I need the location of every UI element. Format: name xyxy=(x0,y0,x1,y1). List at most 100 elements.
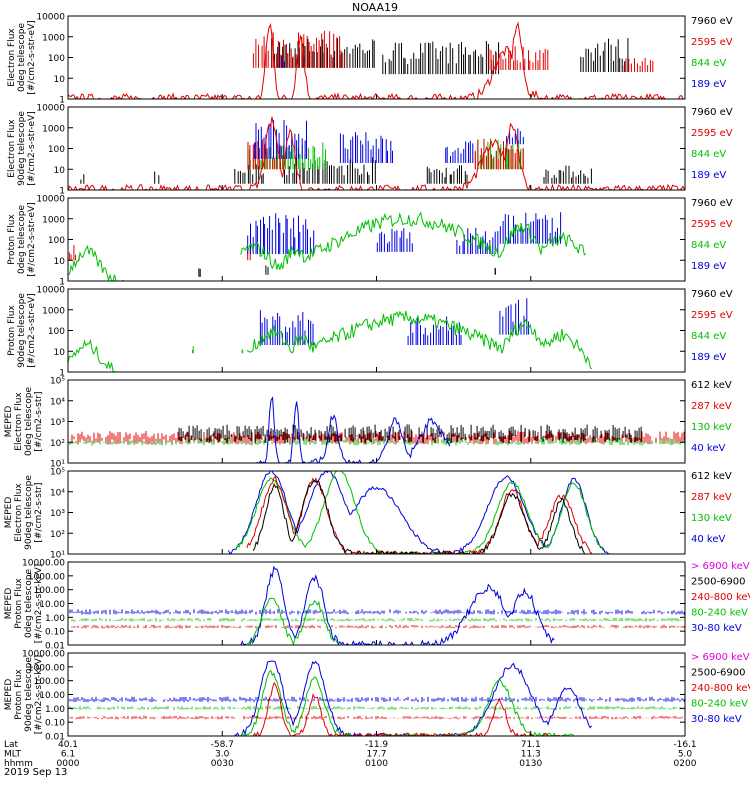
panel-1-ytick-label-2: 10 xyxy=(54,75,66,85)
panel-8-ytick-label-1: 0.01 xyxy=(45,733,65,743)
panel-3-ytick-label-5: 10000 xyxy=(36,195,65,205)
panel-7-series-5 xyxy=(246,597,339,645)
panel-5-ylabel-2: Electron Flux xyxy=(14,392,24,451)
panel-8-ytick-label-5: 100.00 xyxy=(34,677,66,687)
panel-3-series-1 xyxy=(198,265,496,277)
panel-7-ytick-label-4: 10.00 xyxy=(39,600,65,610)
panel-6-ylabel-2: Electron Flux xyxy=(14,483,24,542)
panel-7-ytick-label-7: 10000.00 xyxy=(22,559,65,569)
panel-6-ytick-label-4: 10⁴ xyxy=(50,488,65,498)
panel-1-ytick-label-4: 1000 xyxy=(42,33,65,43)
panel-8-series-6 xyxy=(252,681,561,736)
panel-5-ytick-label-2: 10² xyxy=(50,439,65,449)
panel-5-ylabel-1: MEPED xyxy=(4,406,14,438)
panel-5-legend-3: 130 keV xyxy=(691,422,732,433)
panel-1-legend-3: 844 eV xyxy=(691,58,726,69)
orbit-row-2-value-3: 17.7 xyxy=(366,750,386,760)
panel-3-ytick-label-2: 10 xyxy=(54,257,66,267)
panel-1-legend-1: 7960 eV xyxy=(691,16,733,27)
panel-3-legend-1: 7960 eV xyxy=(691,198,733,209)
panel-3-ytick-label-1: 1 xyxy=(59,278,65,288)
panel-8-legend-2: 2500-6900 xyxy=(691,668,746,679)
panel-3-legend-3: 844 eV xyxy=(691,240,726,251)
orbit-row-1-value-2: -58.7 xyxy=(211,740,234,750)
panel-7-legend-1: > 6900 keV xyxy=(691,561,750,572)
panel-7-ytick-label-3: 1.00 xyxy=(45,614,65,624)
panel-1-data xyxy=(68,21,685,99)
panel-1: 1 10 100 1000 10000 Electron Flux 0deg telesco… xyxy=(7,13,733,106)
panel-7-series-3 xyxy=(71,624,685,629)
panel-3-ylabel-1: Proton Flux xyxy=(7,214,17,265)
panel-6-ylabel-3: 90deg telescope xyxy=(24,475,34,550)
panel-7-ytick-label-1: 0.01 xyxy=(45,642,65,652)
orbit-row-1-value-3: -11.9 xyxy=(365,740,389,750)
panel-4-ytick-label-4: 1000 xyxy=(42,306,65,316)
panel-2-ytick-label-2: 10 xyxy=(54,166,66,176)
panel-1-ylabel-3: [#/cm2-s-str-eV] xyxy=(27,20,37,95)
panel-8-ylabel-2: Proton Flux xyxy=(14,669,24,720)
panel-1-ylabel-2: 0deg telescope xyxy=(17,23,27,93)
panel-7-legend-2: 2500-6900 xyxy=(691,577,746,588)
panel-8-series-1 xyxy=(68,696,685,703)
panel-5-frame xyxy=(67,379,686,464)
date-label: 2019 Sep 13 xyxy=(4,767,67,778)
panel-4-ytick-label-1: 1 xyxy=(59,369,65,379)
panel-6-series-3 xyxy=(246,475,593,554)
panel-8-series-4 xyxy=(234,660,592,736)
panel-8-legend-3: 240-800 keV xyxy=(691,683,750,694)
panel-8: 0.01 0.10 1.00 10.00 100.00 1000.00 10000.00 ME… xyxy=(4,650,750,743)
panel-8-series-5 xyxy=(240,669,574,736)
orbit-row-3-value-5: 0200 xyxy=(674,759,697,769)
panel-4-legend-3: 844 eV xyxy=(691,331,726,342)
panel-6-ylabel-4: [#/cm2-s-str] xyxy=(34,482,44,542)
panel-6-legend-2: 287 keV xyxy=(691,492,732,503)
panel-7-ytick-label-2: 0.10 xyxy=(45,628,65,638)
panel-3-legend-2: 2595 eV xyxy=(691,219,733,230)
panel-3-series-5 xyxy=(68,244,124,281)
panel-4-series-1 xyxy=(192,346,244,354)
panel-3-data xyxy=(68,211,587,281)
panel-4-ytick-label-5: 10000 xyxy=(36,286,65,296)
orbit-row-2-value-2: 3.0 xyxy=(215,750,230,760)
orbit-row-2-value-4: 11.3 xyxy=(521,750,541,760)
panel-3-legend-4: 189 eV xyxy=(691,261,726,272)
panel-2-legend-1: 7960 eV xyxy=(691,107,733,118)
panel-2-ytick-label-5: 10000 xyxy=(36,104,65,114)
panel-4-frame xyxy=(67,288,686,373)
panel-2-ytick-label-4: 1000 xyxy=(42,124,65,134)
panel-1-series-4 xyxy=(281,55,285,68)
panel-4: 1 10 100 1000 10000 Proton Flux 90deg telescop… xyxy=(7,286,733,379)
orbit-row-1-value-1: 40.1 xyxy=(58,740,78,750)
panel-8-legend-5: 30-80 keV xyxy=(691,714,742,725)
panel-5-ytick-label-1: 10¹ xyxy=(50,460,65,470)
panel-8-ytick-label-6: 1000.00 xyxy=(28,663,65,673)
panels-group: 1 10 100 1000 10000 Electron Flux 0deg telesco… xyxy=(4,13,750,743)
panel-8-ytick-label-4: 10.00 xyxy=(39,691,65,701)
panel-2-data xyxy=(68,116,685,190)
panel-7-series-4 xyxy=(240,565,555,645)
panel-3-ytick-label-3: 100 xyxy=(48,236,65,246)
panel-4-series-2 xyxy=(259,298,530,345)
panel-8-ylabel-3: 90deg telescope xyxy=(24,657,34,732)
panel-2-legend-2: 2595 eV xyxy=(691,128,733,139)
panel-4-ylabel-1: Proton Flux xyxy=(7,305,17,356)
panel-4-legend-4: 189 eV xyxy=(691,352,726,363)
panel-3-ylabel-2: 0deg telescope xyxy=(17,205,27,275)
panel-1-legend-4: 189 eV xyxy=(691,79,726,90)
panel-7-series-1 xyxy=(68,609,685,615)
panel-2-ylabel-2: 90deg telescope xyxy=(17,111,27,186)
panel-6-ylabel-1: MEPED xyxy=(4,497,14,529)
panel-8-ylabel-1: MEPED xyxy=(4,679,14,711)
panel-3: 1 10 100 1000 10000 Proton Flux 0deg telescope… xyxy=(7,195,733,288)
panel-8-ylabel-4: [#/cm2-s-str-keV] xyxy=(34,655,44,734)
panel-4-legend-2: 2595 eV xyxy=(691,310,733,321)
panel-2-series-5 xyxy=(68,116,685,190)
panel-4-ytick-label-3: 100 xyxy=(48,327,65,337)
panel-3-ytick-label-4: 1000 xyxy=(42,215,65,225)
panel-2-ylabel-3: [#/cm2-s-str-eV] xyxy=(27,111,37,186)
panel-8-series-3 xyxy=(69,715,683,720)
panel-2-ytick-label-1: 1 xyxy=(59,187,65,197)
panel-2-ytick-label-3: 100 xyxy=(48,145,65,155)
panel-1-ytick-label-1: 1 xyxy=(59,96,65,106)
orbit-row-label-1: Lat xyxy=(4,740,19,750)
